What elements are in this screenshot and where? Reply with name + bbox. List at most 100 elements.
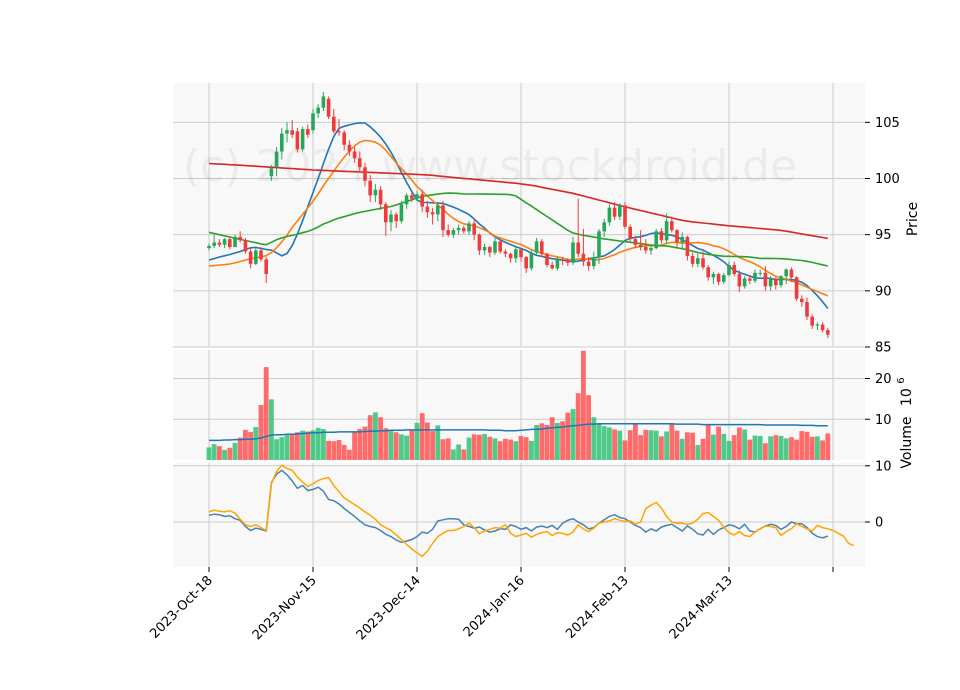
candle-body	[389, 214, 393, 223]
candle-body	[321, 96, 326, 108]
candle-body	[342, 132, 346, 145]
volume-bar	[258, 405, 264, 460]
volume-bar	[794, 439, 799, 460]
volume-bar	[497, 441, 503, 460]
candle-body	[456, 227, 461, 231]
candle-body	[826, 330, 830, 335]
candle-body	[368, 180, 372, 196]
volume-bar	[393, 432, 399, 460]
candle-body	[363, 167, 367, 181]
volume-bar	[310, 430, 316, 460]
volume-bar	[357, 429, 363, 460]
candle-body	[233, 236, 237, 248]
volume-bar	[809, 436, 815, 460]
volume-bar	[737, 427, 742, 460]
candle-body	[358, 158, 362, 168]
candle-body	[685, 236, 690, 257]
candle-body	[352, 151, 357, 159]
indicator-y-tick-label: 10	[875, 459, 892, 474]
volume-bar	[284, 435, 290, 460]
price-y-tick-label: 105	[875, 116, 900, 131]
candle-body	[690, 256, 695, 264]
volume-bar	[586, 395, 591, 460]
candle-body	[254, 250, 258, 264]
volume-bar	[555, 422, 560, 460]
x-tick-label: 2024-Jan-16	[461, 573, 528, 640]
price-y-tick-label: 90	[875, 284, 892, 299]
volume-bar	[570, 409, 576, 460]
volume-y-tick-label: 10	[875, 413, 892, 428]
candle-body	[633, 239, 638, 245]
candle-body	[498, 241, 502, 252]
volume-bar	[440, 439, 446, 460]
candle-body	[555, 259, 560, 269]
candle-body	[540, 241, 544, 254]
candle-body	[706, 267, 710, 278]
volume-bar	[503, 438, 508, 460]
candle-body	[410, 195, 414, 199]
candle-body	[774, 278, 778, 286]
volume-axis-label: Volume 10 6	[896, 377, 915, 468]
grid-lines	[173, 83, 865, 567]
candle-body	[659, 231, 664, 241]
volume-bar	[373, 412, 378, 460]
moving-average-line	[208, 162, 828, 240]
price-panel-background	[173, 83, 865, 347]
candle-body	[623, 205, 627, 227]
volume-bar	[243, 429, 248, 460]
volume-bar	[529, 440, 534, 460]
volume-average-line	[209, 422, 828, 442]
volume-bar	[690, 432, 695, 460]
candle-body	[612, 207, 617, 217]
volume-bar	[492, 438, 498, 460]
volume-axis-label-text: Volume	[899, 417, 915, 469]
volume-bar	[367, 415, 373, 460]
price-y-tick-label: 100	[875, 172, 900, 187]
candle-body	[602, 222, 606, 232]
candle-body	[560, 259, 565, 261]
candle-body	[644, 247, 648, 251]
volume-bar	[263, 367, 269, 460]
candle-body	[441, 205, 445, 231]
volume-bar	[321, 429, 326, 460]
candle-body	[680, 236, 684, 243]
candle-body	[274, 151, 279, 168]
volume-bar	[383, 428, 389, 460]
volume-bar	[237, 437, 243, 460]
indicator-line	[208, 464, 855, 558]
volume-bar	[300, 430, 305, 460]
volume-bar	[560, 421, 565, 460]
volume-bar	[700, 438, 706, 460]
volume-bar	[815, 436, 820, 460]
candle-body	[467, 223, 471, 232]
volume-bar	[248, 431, 253, 460]
indicator-y-tick-label: 0	[875, 516, 883, 531]
price-y-tick-label: 85	[875, 341, 892, 356]
candle-body	[420, 194, 424, 207]
volume-bar	[757, 435, 763, 460]
candle-body	[597, 231, 601, 258]
candle-body	[534, 241, 539, 253]
volume-bar	[768, 436, 773, 460]
candle-body	[503, 251, 508, 254]
volume-bar	[362, 426, 368, 460]
candle-body	[493, 241, 497, 253]
volume-bar	[742, 429, 747, 460]
candle-body	[269, 168, 274, 177]
volume-bar	[664, 431, 669, 460]
volume-bar	[388, 431, 394, 460]
candle-body	[618, 205, 622, 217]
candle-body	[649, 248, 653, 251]
volume-bar	[648, 430, 654, 460]
volume-bar	[399, 434, 404, 460]
volume-bar	[217, 446, 222, 460]
candle-body	[576, 242, 580, 254]
candle-body	[378, 189, 383, 205]
candle-body	[451, 230, 456, 235]
candle-body	[545, 253, 549, 265]
axis-labels: Price Volume 10 6	[896, 202, 921, 469]
candle-body	[753, 272, 757, 281]
volume-bar	[289, 434, 295, 460]
volume-bar	[222, 449, 227, 460]
moving-average-line	[208, 192, 828, 267]
